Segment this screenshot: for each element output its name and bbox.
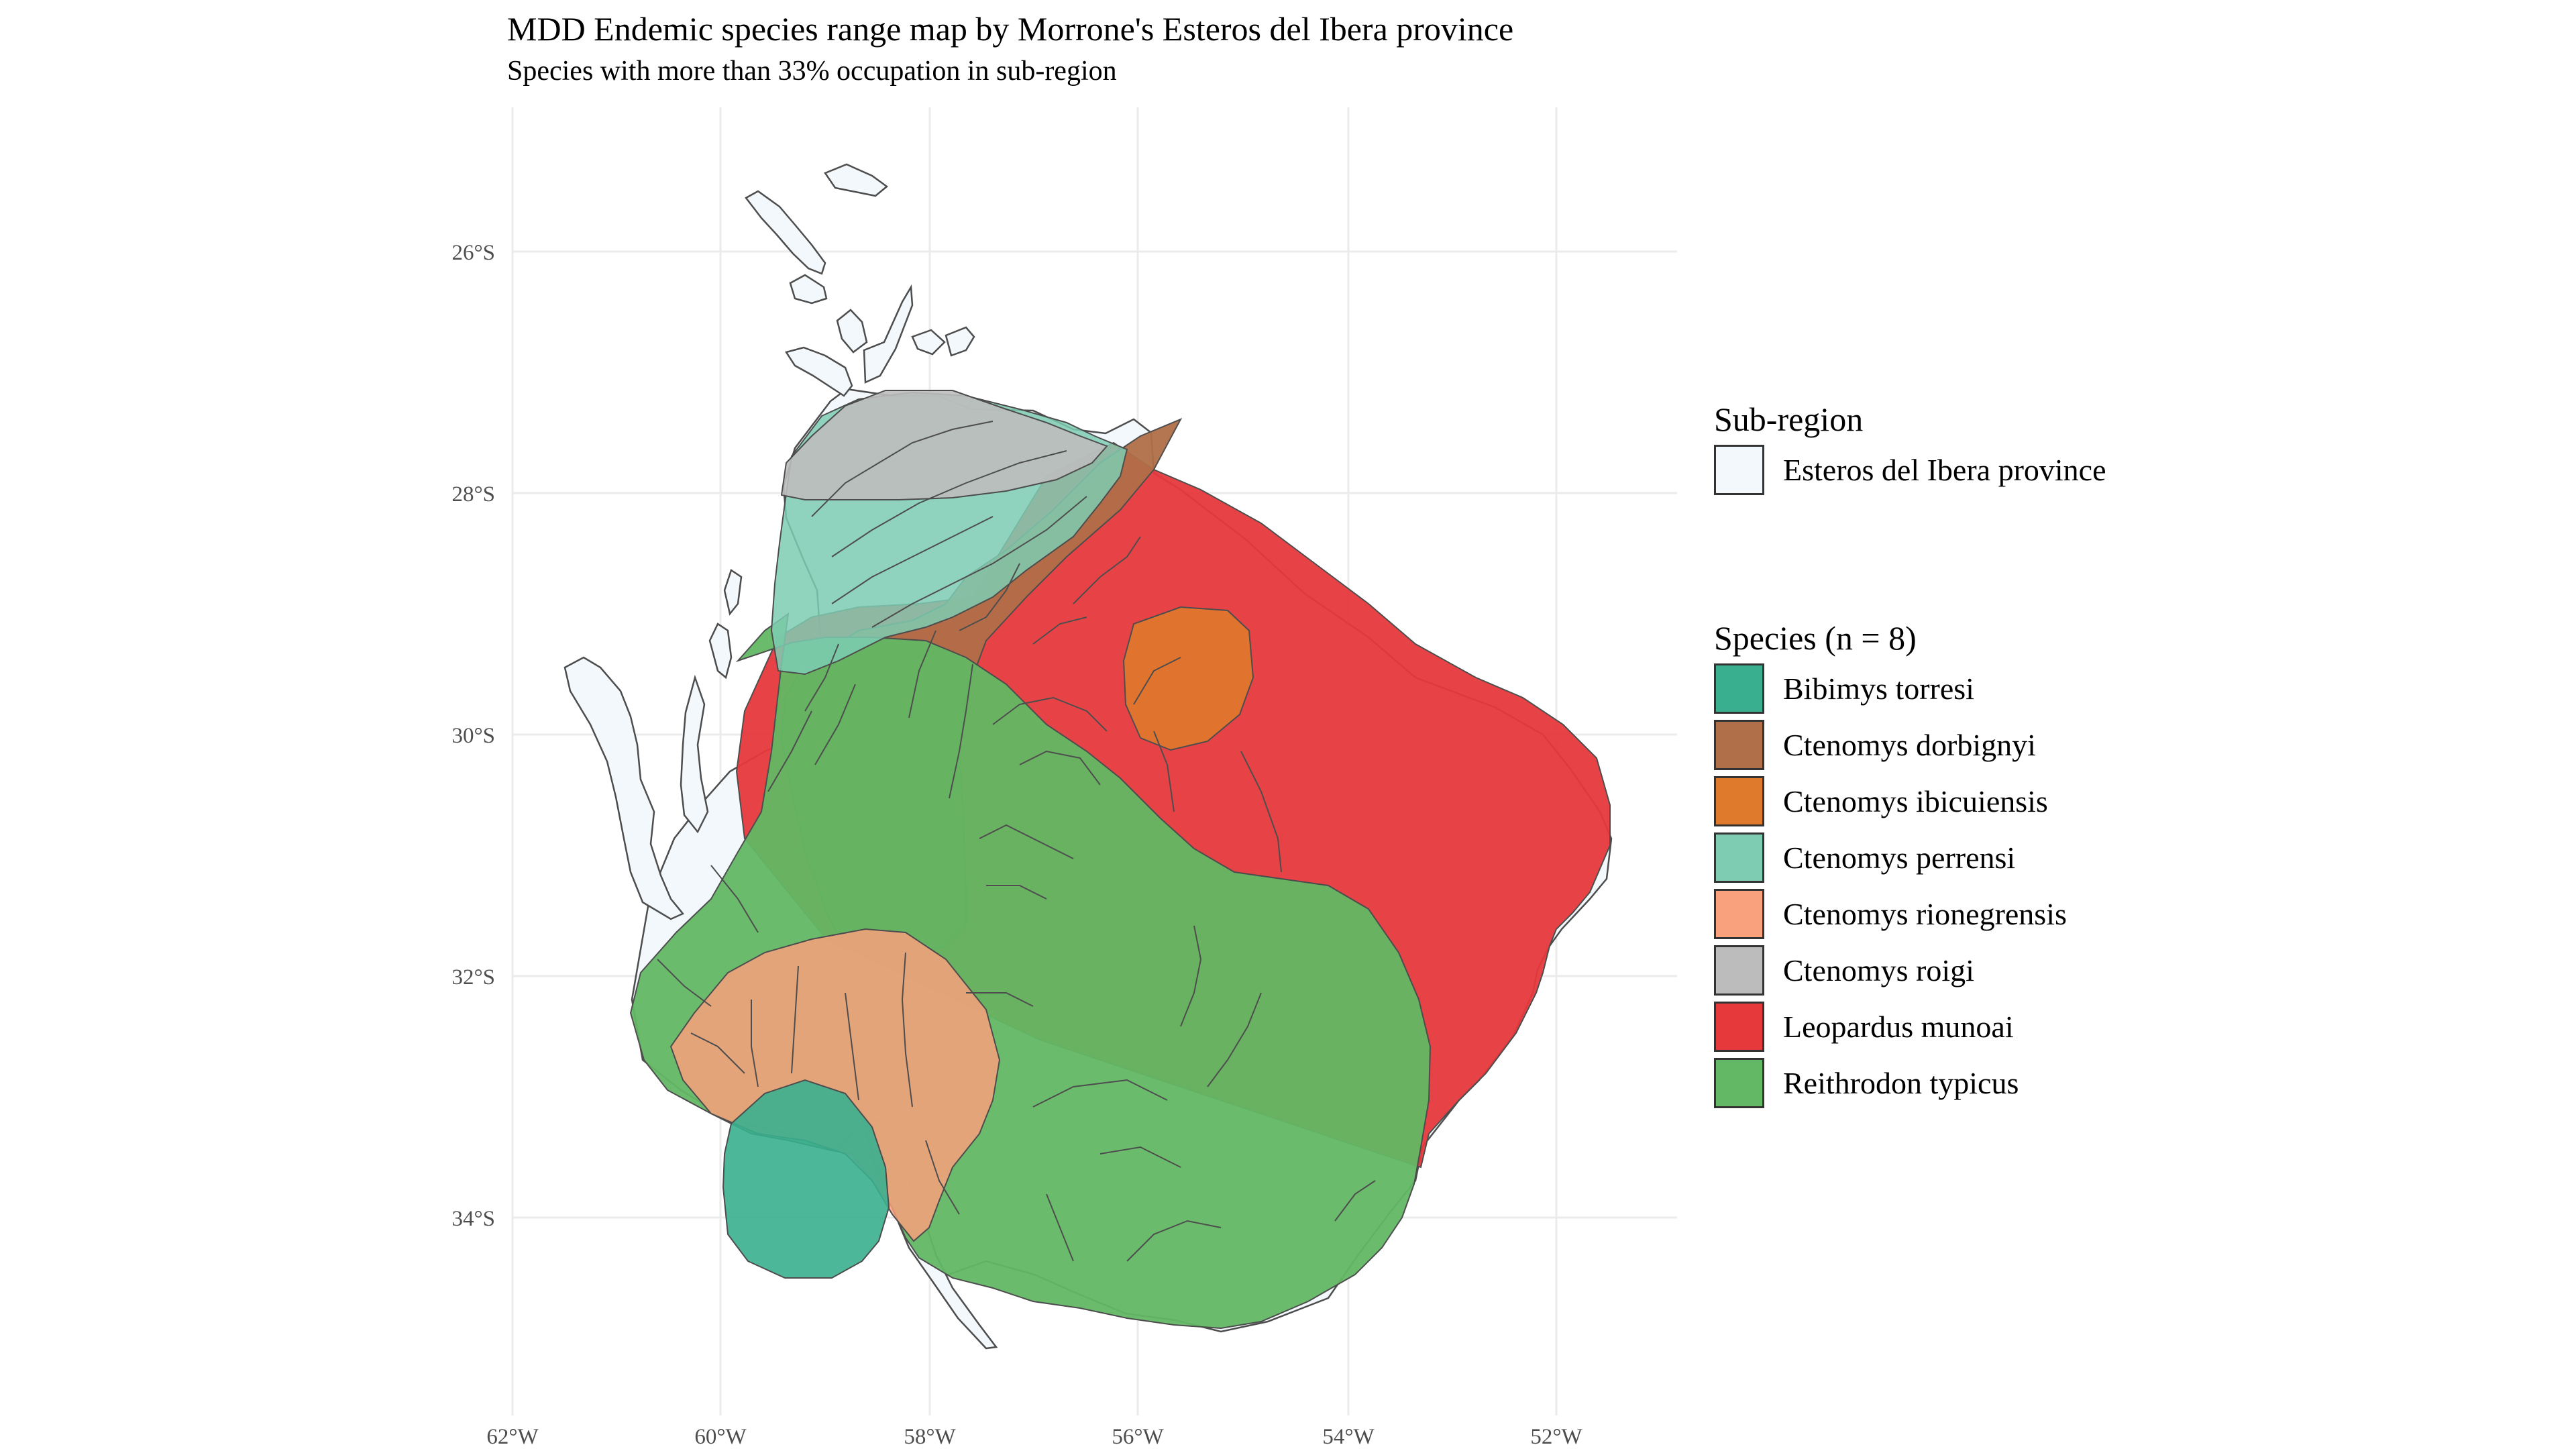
- legend-item: Reithrodon typicus: [1714, 1055, 2067, 1111]
- channel-line: [986, 885, 1047, 900]
- channel-line: [992, 696, 1108, 732]
- y-tick-label: 26°S: [451, 241, 495, 265]
- x-tick-label: 52°W: [1530, 1425, 1582, 1449]
- subregion-north-lake-7: [945, 326, 975, 357]
- legend-item: Esteros del Ibera province: [1714, 441, 2106, 498]
- y-tick-label: 32°S: [451, 965, 495, 989]
- title-block: MDD Endemic species range map by Morrone…: [507, 5, 1513, 90]
- legend-subregion-title: Sub-region: [1714, 400, 1864, 438]
- channel-line: [908, 630, 936, 718]
- subregion-north-lake-4: [836, 309, 868, 354]
- channel-line: [845, 992, 859, 1101]
- channel-line: [1032, 616, 1087, 645]
- channel-line: [871, 496, 1087, 628]
- channel-line: [831, 516, 994, 604]
- x-tick-label: 60°W: [694, 1425, 747, 1449]
- legend-item: Ctenomys perrensi: [1714, 829, 2067, 885]
- subregion-north-lake-2: [745, 190, 826, 275]
- range-map: 26°S 28°S 30°S 32°S 34°S 62°W 60°W 58°W …: [451, 107, 1677, 1449]
- subregion-north-lake-3: [789, 274, 828, 305]
- channel-line: [1153, 731, 1175, 812]
- channel-line: [1180, 925, 1202, 1027]
- channel-line: [811, 421, 994, 517]
- legend-item: Ctenomys rionegrensis: [1714, 885, 2067, 942]
- channel-line: [1207, 992, 1262, 1087]
- x-tick-label: 56°W: [1112, 1425, 1164, 1449]
- channel-line: [751, 1000, 759, 1087]
- subregion-west-strip-1: [564, 656, 685, 920]
- legend-swatch: [1714, 832, 1764, 883]
- legend-swatch: [1714, 719, 1764, 770]
- legend-species-title: Species (n = 8): [1714, 619, 1917, 657]
- legend-swatch: [1714, 663, 1764, 714]
- subregion-north-lake-8: [785, 346, 853, 397]
- map-subtitle: Species with more than 33% occupation in…: [507, 56, 1117, 87]
- species-ranges: [629, 390, 1611, 1330]
- legend-swatch: [1714, 1057, 1764, 1108]
- legend-label: Ctenomys rionegrensis: [1783, 896, 2067, 931]
- legend-item: Ctenomys roigi: [1714, 942, 2067, 998]
- channel-line: [1046, 1193, 1074, 1262]
- legend-item: Leopardus munoai: [1714, 998, 2067, 1055]
- channel-line: [1032, 1079, 1168, 1108]
- subregion-west-strip-3: [708, 623, 733, 680]
- channel-line: [979, 824, 1074, 859]
- legend-swatch: [1714, 888, 1764, 939]
- range-ctenomys-ibicuiensis: [1122, 606, 1254, 751]
- channel-line: [791, 965, 799, 1074]
- subregion-north-lake-6: [911, 329, 946, 356]
- channel-line: [1019, 750, 1101, 786]
- subregion-channels: [657, 421, 1376, 1262]
- channel-line: [814, 684, 856, 765]
- x-tick-label: 54°W: [1322, 1425, 1375, 1449]
- legend-label: Bibimys torresi: [1783, 671, 1974, 706]
- channel-line: [966, 992, 1034, 1007]
- legend-label: Reithrodon typicus: [1783, 1065, 2019, 1100]
- legend-label: Esteros del Ibera province: [1783, 452, 2106, 487]
- channel-line: [1126, 1220, 1222, 1262]
- subregion-north-lake-5: [863, 284, 914, 384]
- channel-line: [901, 952, 913, 1108]
- legend-label: Ctenomys roigi: [1783, 953, 1974, 987]
- axis-labels: 26°S 28°S 30°S 32°S 34°S 62°W 60°W 58°W …: [451, 241, 1582, 1449]
- legend-label: Ctenomys ibicuiensis: [1783, 784, 2048, 818]
- channel-line: [1334, 1180, 1376, 1222]
- channel-line: [804, 643, 839, 712]
- legend-species: Species (n = 8) Bibimys torresi Ctenomys…: [1714, 616, 2067, 1111]
- channel-line: [690, 1032, 745, 1074]
- legend-swatch: [1714, 444, 1764, 495]
- channel-line: [1099, 1146, 1181, 1168]
- legend-subregion: Sub-region Esteros del Ibera province: [1714, 397, 2106, 498]
- legend-swatch: [1714, 775, 1764, 826]
- channel-line: [767, 710, 812, 792]
- channel-line: [1133, 657, 1181, 705]
- range-bibimys-torresi: [722, 1079, 890, 1279]
- legend-item: Bibimys torresi: [1714, 660, 2067, 716]
- legend-item: Ctenomys dorbignyi: [1714, 716, 2067, 773]
- subregion-west-strip-2: [680, 674, 709, 834]
- channel-line: [1240, 751, 1282, 873]
- channel-line: [710, 865, 759, 933]
- channel-line: [831, 450, 1067, 557]
- channel-line: [657, 959, 712, 1007]
- y-tick-label: 30°S: [451, 724, 495, 748]
- channel-line: [959, 563, 1020, 631]
- map-title: MDD Endemic species range map by Morrone…: [507, 10, 1514, 48]
- subregion-west-strip-4: [723, 569, 743, 616]
- subregion-north-lake-1: [824, 163, 889, 197]
- x-tick-label: 62°W: [486, 1425, 539, 1449]
- legend-label: Leopardus munoai: [1783, 1009, 2014, 1044]
- legend-label: Ctenomys dorbignyi: [1783, 727, 2036, 762]
- legend-swatch: [1714, 1001, 1764, 1052]
- y-tick-label: 28°S: [451, 482, 495, 506]
- channel-line: [925, 1140, 960, 1215]
- y-tick-label: 34°S: [451, 1207, 495, 1231]
- legend-swatch: [1714, 945, 1764, 996]
- x-tick-label: 58°W: [904, 1425, 956, 1449]
- legend-label: Ctenomys perrensi: [1783, 840, 2016, 875]
- channel-line: [1073, 536, 1141, 604]
- legend-item: Ctenomys ibicuiensis: [1714, 773, 2067, 829]
- channel-line: [949, 663, 973, 799]
